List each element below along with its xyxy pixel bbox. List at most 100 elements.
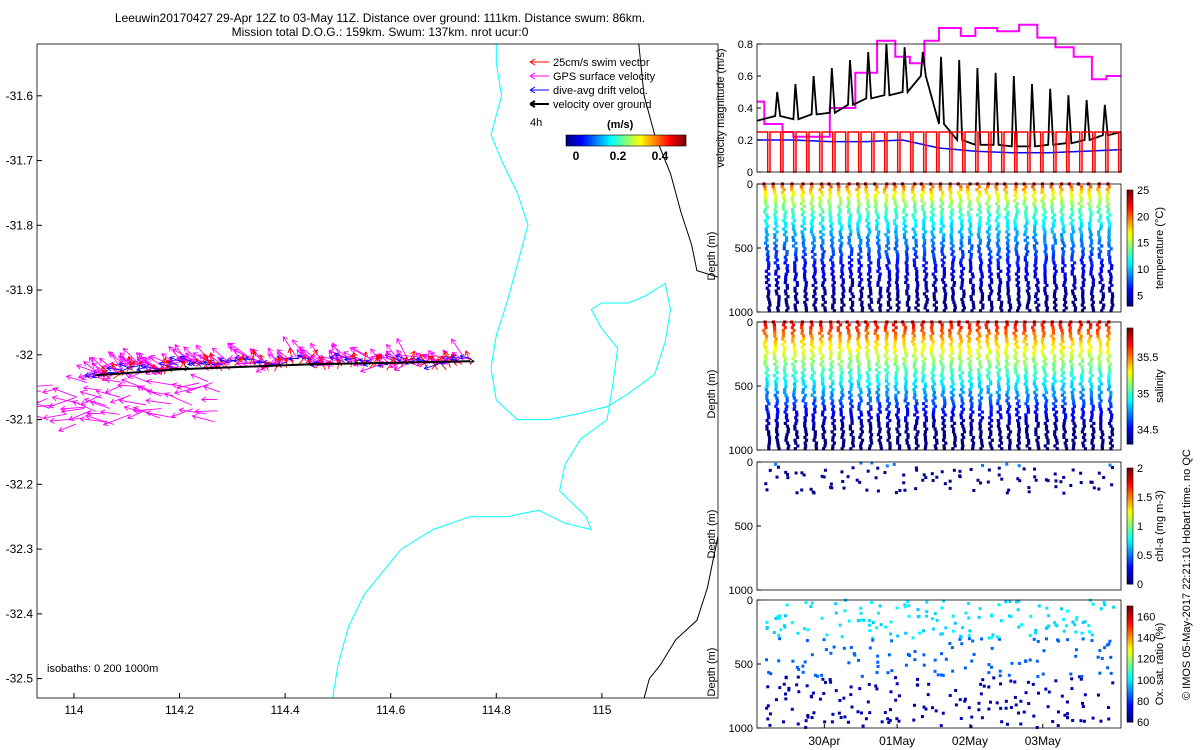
salinity-sample-point (876, 413, 880, 417)
map-y-tick-label: -31.8 (6, 218, 34, 232)
temperature-sample-point (959, 275, 963, 279)
salinity-sample-point (1022, 351, 1026, 355)
temperature-sample-point (1082, 306, 1086, 310)
legend-colorbar-cell (598, 135, 601, 146)
temperature-sample-point (895, 286, 899, 290)
temperature-sample-point (1005, 230, 1009, 234)
temperature-sample-point (1089, 269, 1093, 273)
salinity-sample-point (1072, 376, 1076, 380)
oxygen-sample-point (853, 653, 857, 657)
temperature-sample-point (923, 230, 927, 234)
temperature-sample-point (801, 255, 805, 259)
salinity-sample-point (828, 376, 832, 380)
oxygen-sample-point (996, 635, 1000, 639)
temperature-sample-point (774, 244, 778, 248)
salinity-sample-point (896, 416, 900, 420)
salinity-sample-point (967, 379, 972, 383)
oxygen-sample-point (818, 697, 822, 701)
oxygen-sample-point (879, 623, 883, 627)
gps-velocity-arrow (211, 347, 231, 364)
chla-sample-point (997, 466, 1001, 470)
temperature-sample-point (783, 255, 787, 259)
temperature-sample-point (805, 297, 809, 302)
salinity-sample-point (1044, 424, 1049, 428)
map-y-tick-label: -32.4 (6, 607, 34, 621)
temperature-sample-point (765, 286, 769, 290)
temperature-colorbar-cell (1127, 288, 1133, 292)
salinity-sample-point (821, 435, 825, 440)
legend-colorbar-cell (592, 135, 595, 146)
salinity-sample-point (794, 399, 798, 403)
salinity-sample-point (823, 444, 827, 448)
salinity-sample-point (1024, 385, 1029, 389)
salinity-sample-point (855, 357, 859, 361)
oxygen-sample-point (1022, 710, 1026, 714)
salinity-sample-point (896, 435, 900, 440)
temperature-sample-point (914, 224, 918, 228)
temperature-sample-point (942, 275, 946, 279)
temperature-sample-point (1025, 221, 1029, 226)
temperature-sample-point (1062, 297, 1067, 302)
oxygen-sample-point (1007, 673, 1011, 677)
chla-colorbar-cell (1127, 549, 1133, 553)
temperature-sample-point (1052, 224, 1056, 228)
salinity-sample-point (968, 359, 973, 364)
temperature-sample-point (1006, 286, 1010, 290)
temperature-sample-point (942, 272, 947, 276)
oxygen-sample-point (880, 720, 884, 724)
temperature-sample-point (1014, 244, 1019, 248)
temperature-sample-point (1070, 247, 1074, 251)
temperature-sample-point (931, 213, 935, 217)
temperature-sample-point (938, 188, 943, 192)
temperature-sample-point (995, 210, 999, 214)
temperature-sample-point (775, 249, 779, 254)
temperature-sample-point (962, 306, 966, 310)
oxygen-sample-point (1009, 679, 1013, 683)
temperature-sample-point (1007, 295, 1011, 299)
temperature-sample-point (951, 249, 955, 254)
oxygen-sample-point (820, 673, 824, 677)
oxygen-colorbar-cell (1127, 623, 1133, 627)
salinity-sample-point (1052, 407, 1056, 411)
temperature-sample-point (988, 224, 992, 228)
temperature-sample-point (1081, 297, 1085, 302)
temperature-sample-point (1005, 213, 1010, 217)
temperature-sample-point (1031, 185, 1035, 189)
oxygen-colorbar-cell (1127, 640, 1133, 645)
salinity-sample-point (962, 435, 966, 440)
temperature-sample-point (877, 230, 881, 234)
temperature-sample-point (1024, 269, 1028, 273)
temperature-sample-point (984, 190, 988, 195)
salinity-sample-point (812, 390, 816, 394)
temperature-sample-point (1025, 303, 1030, 307)
temperature-sample-point (1055, 286, 1059, 290)
salinity-sample-point (1070, 385, 1074, 389)
salinity-sample-point (802, 396, 806, 400)
temperature-sample-point (1060, 247, 1065, 251)
chla-colorbar-cell (1127, 543, 1133, 547)
temperature-sample-point (978, 216, 982, 220)
chla-sample-point (1079, 471, 1083, 475)
chla-sample-point (952, 468, 956, 472)
salinity-sample-point (1032, 323, 1036, 327)
temperature-sample-point (901, 196, 905, 200)
temperature-sample-point (1061, 261, 1065, 265)
temperature-sample-point (929, 188, 933, 192)
oxygen-sample-point (1103, 603, 1107, 607)
salinity-sample-point (886, 365, 890, 369)
legend-colorbar-cell (674, 135, 677, 146)
salinity-sample-point (989, 413, 993, 417)
temperature-sample-point (1043, 278, 1047, 282)
temperature-sample-point (896, 309, 900, 313)
figure-title-line-2: Mission total D.O.G.: 159km. Swum: 137km… (231, 25, 529, 39)
drift-velocity-arrow (242, 356, 255, 362)
salinity-sample-point (978, 427, 982, 431)
salinity-sample-point (878, 430, 882, 434)
salinity-sample-point (969, 399, 973, 403)
temperature-sample-point (989, 278, 994, 282)
temperature-sample-point (773, 193, 777, 197)
oxygen-sample-point (1052, 621, 1056, 625)
temperature-sample-point (839, 244, 843, 248)
salinity-sample-point (1043, 371, 1047, 375)
temperature-sample-point (1089, 210, 1093, 214)
